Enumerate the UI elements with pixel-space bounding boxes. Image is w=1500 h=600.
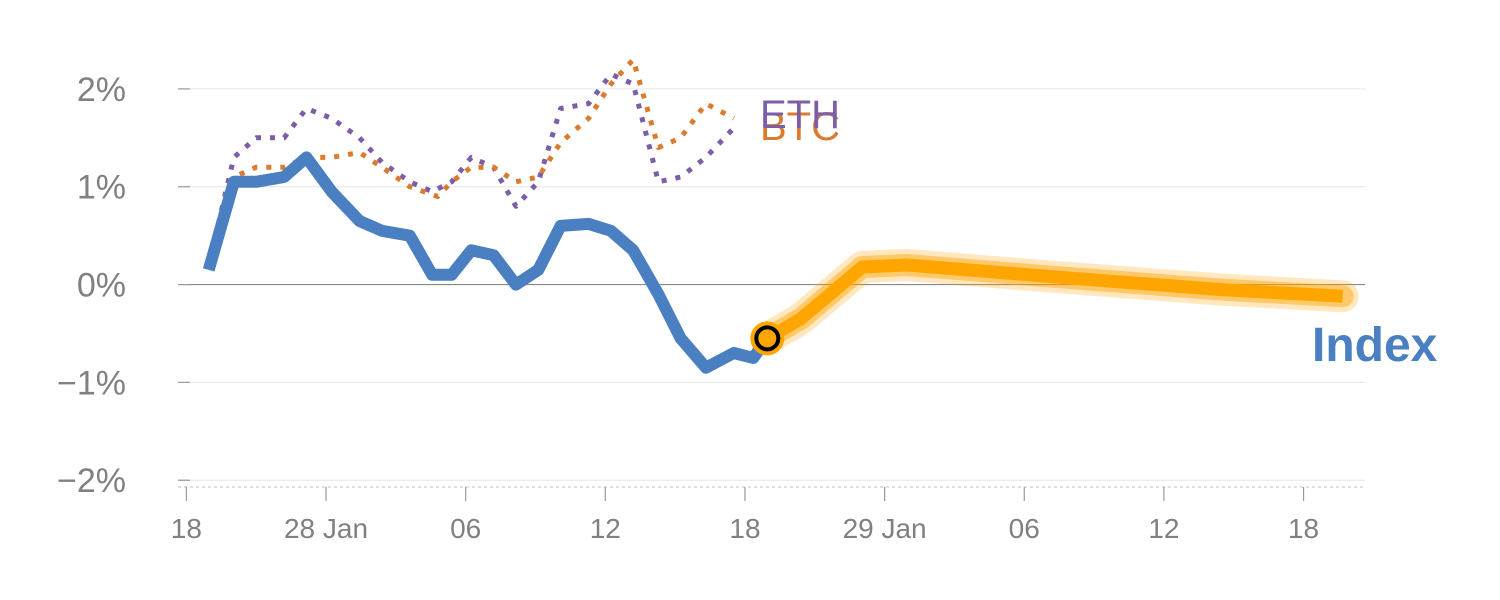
y-tick-label: 0%: [77, 267, 126, 305]
eth-label: ETH: [760, 93, 840, 137]
y-tick-label: 2%: [77, 71, 126, 109]
index-label: Index: [1312, 319, 1438, 372]
x-tick-label: 18: [729, 513, 760, 544]
x-tick-label: 06: [1009, 513, 1040, 544]
current-point-marker: [750, 321, 785, 356]
x-tick-label: 12: [590, 513, 621, 544]
gridlines: [178, 88, 1365, 488]
forecast-line: [764, 258, 1344, 345]
x-tick-label: 12: [1148, 513, 1179, 544]
x-tick-label: 18: [1288, 513, 1319, 544]
btc-label: BTC: [760, 105, 840, 149]
forecast-band: [751, 249, 1359, 355]
y-axis: 2% 1% 0% −1% −2%: [57, 71, 126, 500]
series-lines: [202, 57, 773, 374]
index-line: [202, 151, 773, 374]
eth-line: [206, 71, 736, 266]
y-tick-label: −1%: [57, 364, 126, 402]
marker-dot: [754, 325, 781, 352]
x-tick-label: 06: [450, 513, 481, 544]
x-tick-label: 18: [171, 513, 202, 544]
x-tick-label: 29 Jan: [843, 513, 927, 544]
y-tick-label: 1%: [77, 169, 126, 207]
x-tick-label: 28 Jan: [284, 513, 368, 544]
y-tick-label: −2%: [57, 462, 126, 500]
x-axis: 18 28 Jan 06 12 18 29 Jan 06 12 18: [171, 487, 1319, 544]
